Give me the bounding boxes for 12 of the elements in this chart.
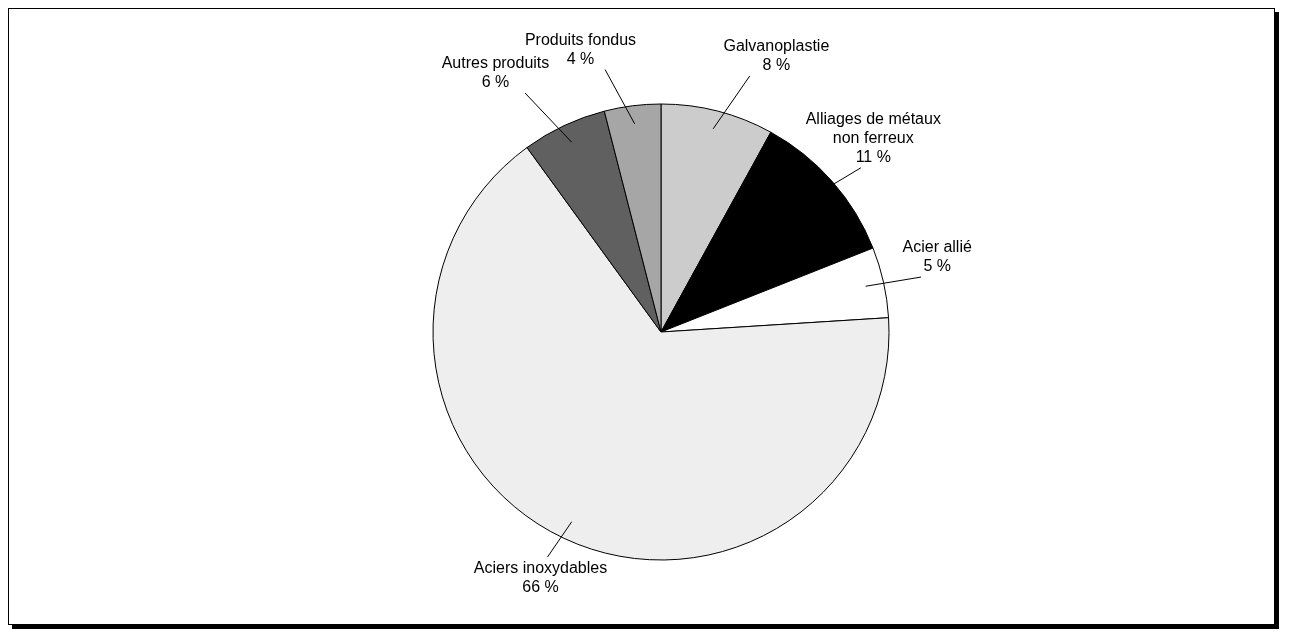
data-label: 6 %: [481, 73, 510, 91]
slice-label: Galvanoplastie: [723, 36, 830, 54]
slice-label: Acier allié: [902, 238, 972, 256]
slice-label: Produits fondus: [524, 30, 637, 48]
data-label: 66 %: [522, 577, 559, 595]
slice-label: Autres produits: [441, 54, 550, 72]
data-label: 5 %: [923, 257, 951, 275]
data-label: 4 %: [566, 49, 595, 67]
slice-label: Alliages de métaux non ferreux: [805, 109, 941, 146]
data-label: 11 %: [855, 147, 891, 165]
data-label: 8 %: [762, 55, 791, 73]
slice-label: Aciers inoxydables: [473, 558, 608, 576]
